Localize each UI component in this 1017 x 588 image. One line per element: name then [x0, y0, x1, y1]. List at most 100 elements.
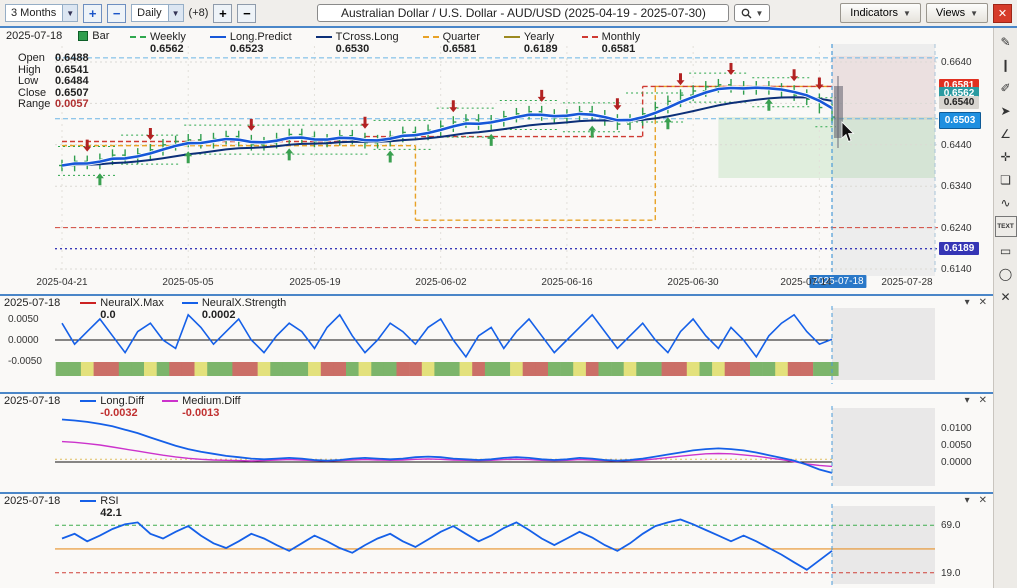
quarter-line-icon — [422, 36, 439, 38]
x-axis-label: 2025-05-19 — [289, 277, 341, 288]
tool-cursor-icon[interactable]: ❙ — [1000, 57, 1011, 72]
close-panel-icon[interactable]: ✕ — [978, 395, 987, 406]
price-tag: 0.6189 — [939, 241, 979, 255]
mouse-cursor — [841, 121, 855, 143]
tool-crosshair-icon[interactable]: ✛ — [1000, 149, 1011, 164]
axis-label: 0.0050 — [8, 314, 39, 325]
sell-arrow-icon — [613, 98, 622, 111]
neuralx-strip-cell — [535, 362, 549, 376]
x-axis-label: 2025-06-16 — [541, 277, 593, 288]
tool-close-icon[interactable]: ✕ — [1000, 289, 1011, 304]
neuralx-strip-cell — [484, 362, 498, 376]
yearly-line-icon — [503, 36, 520, 38]
tool-angle-icon[interactable]: ∠ — [1000, 126, 1011, 141]
medium-diff-line-icon — [162, 400, 179, 402]
tcross-line-icon — [315, 36, 332, 38]
rsi-canvas[interactable] — [0, 494, 993, 588]
legend-item-weekly: Weekly 0.6562 — [130, 31, 186, 55]
buy-arrow-icon — [184, 151, 193, 164]
panel-date: 2025-07-18 — [4, 495, 61, 507]
diff-panel[interactable]: 2025-07-18 Long.Diff -0.0032 Medium.Diff… — [0, 394, 993, 492]
neuralx-strip-cell — [169, 362, 183, 376]
interval-select[interactable]: Daily ▼ — [131, 4, 184, 22]
axis-label: 0.6440 — [941, 139, 972, 151]
neuralx-strip-cell — [737, 362, 751, 376]
x-axis-label: 2025-06-30 — [667, 277, 719, 288]
chart-legend-top: 2025-07-18 Bar — [6, 30, 109, 42]
tool-ellipse-icon[interactable]: ◯ — [998, 266, 1013, 281]
close-panel-icon[interactable]: ✕ — [978, 297, 987, 308]
bars-minus-button[interactable]: − — [237, 3, 257, 23]
axis-label: 19.0 — [941, 567, 961, 579]
collapse-panel-icon[interactable]: ▾ — [964, 297, 970, 308]
neuralx-canvas[interactable] — [0, 296, 993, 392]
indicator-legend: Weekly 0.6562 Long.Predict 0.6523 TCross… — [130, 31, 640, 55]
medium-diff-line — [61, 440, 833, 468]
neuralx-strip-cell — [257, 362, 271, 376]
neuralx-strip-cell — [55, 362, 69, 376]
indicators-menu-button[interactable]: Indicators ▼ — [840, 3, 921, 23]
symbol-title[interactable]: Australian Dollar / U.S. Dollar - AUD/US… — [317, 4, 730, 22]
neuralx-strip-cell — [219, 362, 233, 376]
panel-divider[interactable] — [0, 392, 993, 394]
zoom-in-button[interactable]: + — [83, 3, 103, 23]
buy-arrow-icon — [487, 133, 496, 146]
sell-arrow-icon — [727, 63, 735, 75]
bars-plus-button[interactable]: + — [213, 3, 233, 23]
long-diff-line — [61, 418, 833, 474]
chevron-down-icon: ▼ — [62, 5, 78, 21]
neuralx-strip-cell — [421, 362, 435, 376]
forecast-zone — [832, 44, 935, 276]
price-chart-panel[interactable]: 2025-07-18 Bar Open 0.6488 High 0.6541 Low… — [0, 28, 993, 294]
chart-date: 2025-07-18 — [6, 30, 63, 42]
sell-arrow-icon — [247, 118, 256, 131]
neuralx-strip-cell — [181, 362, 195, 376]
buy-arrow-icon — [386, 150, 395, 163]
neuralx-strip-cell — [80, 362, 94, 376]
timeframe-select[interactable]: 3 Months ▼ — [5, 4, 79, 22]
neuralx-strip-cell — [497, 362, 511, 376]
tool-rectangle-icon[interactable]: ▭ — [999, 243, 1012, 258]
tool-wave-icon[interactable]: ∿ — [1000, 195, 1011, 210]
legend-item-long-predict: Long.Predict 0.6523 — [209, 31, 292, 55]
diff-canvas[interactable] — [0, 394, 993, 492]
collapse-panel-icon[interactable]: ▾ — [964, 495, 970, 506]
neuralx-strip-cell — [510, 362, 523, 376]
neuralx-strip-cell — [712, 362, 725, 376]
close-chart-button[interactable]: ✕ — [993, 3, 1012, 23]
collapse-panel-icon[interactable]: ▾ — [964, 395, 970, 406]
sell-arrow-icon — [790, 69, 799, 82]
neuralx-strip-cell — [548, 362, 561, 376]
neuralx-strip-cell — [636, 362, 650, 376]
neuralx-strip-cell — [232, 362, 246, 376]
resistance-zone — [832, 56, 935, 120]
symbol-search-button[interactable]: ▼ — [734, 4, 771, 22]
tool-note-icon[interactable]: ❏ — [1000, 172, 1011, 187]
close-panel-icon[interactable]: ✕ — [978, 495, 987, 506]
neuralx-strip-cell — [295, 362, 309, 376]
panel-divider[interactable] — [0, 294, 993, 296]
neuralx-strength-line — [61, 313, 833, 359]
neuralx-strip-cell — [320, 362, 334, 376]
tool-text-icon[interactable]: TEXT — [994, 216, 1017, 237]
tool-pencil-icon[interactable]: ✎ — [1000, 34, 1011, 49]
neuralx-strip-cell — [68, 362, 82, 376]
price-chart-canvas[interactable] — [0, 28, 993, 294]
neuralx-strip-cell — [144, 362, 157, 376]
sell-arrow-icon — [361, 116, 369, 129]
tool-pointer-icon[interactable]: ➤ — [1000, 103, 1011, 118]
long-predict-line-icon — [209, 36, 226, 38]
chevron-down-icon: ▼ — [755, 8, 764, 18]
rsi-panel[interactable]: 2025-07-18 RSI 42.1 ▾ ✕ 69.0 19.0 — [0, 494, 993, 588]
neuralx-panel[interactable]: 2025-07-18 NeuralX.Max 0.0 NeuralX.Stren… — [0, 296, 993, 392]
views-menu-button[interactable]: Views ▼ — [925, 3, 988, 23]
legend-item-yearly: Yearly 0.6189 — [503, 31, 558, 55]
price-tag: 0.6540 — [939, 96, 979, 110]
panel-divider[interactable] — [0, 492, 993, 494]
x-axis-label: 2025-04-21 — [36, 277, 88, 288]
neuralx-strip-cell — [383, 362, 397, 376]
rsi-line — [61, 518, 833, 571]
tool-pen-icon[interactable]: ✐ — [1000, 80, 1011, 95]
neuralx-strip-cell — [598, 362, 612, 376]
zoom-out-button[interactable]: − — [107, 3, 127, 23]
